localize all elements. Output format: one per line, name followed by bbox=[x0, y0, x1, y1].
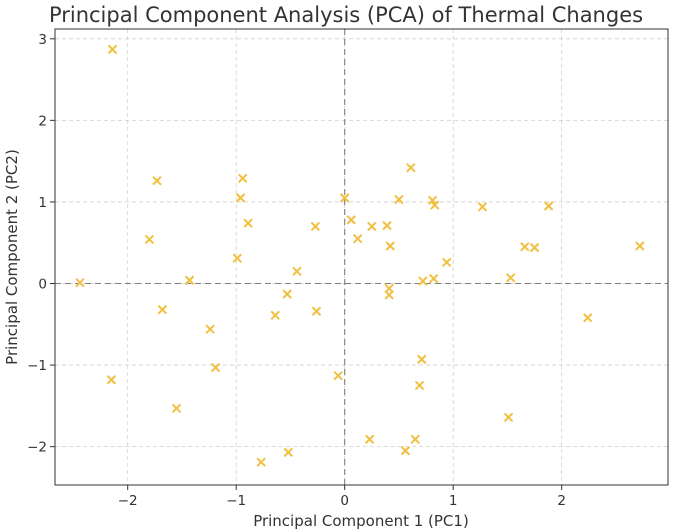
data-point-marker bbox=[441, 257, 452, 268]
y-tick-label: −1 bbox=[27, 358, 47, 374]
data-point-marker bbox=[333, 370, 343, 381]
data-point-marker bbox=[635, 241, 645, 251]
data-point-marker bbox=[418, 276, 428, 286]
data-point-marker bbox=[184, 275, 195, 285]
axis-ticks: −2 −1 0 1 2 −2 −1 0 1 2 3 bbox=[27, 32, 566, 509]
data-point-marker bbox=[144, 234, 155, 245]
plot-area-frame bbox=[54, 28, 669, 486]
data-point-marker bbox=[410, 434, 420, 445]
data-point-marker bbox=[232, 253, 242, 263]
data-point-marker bbox=[106, 375, 117, 385]
data-point-marker bbox=[235, 193, 246, 203]
data-point-marker bbox=[543, 201, 554, 211]
zero-lines bbox=[55, 29, 668, 485]
data-point-marker bbox=[311, 306, 322, 316]
data-point-marker bbox=[157, 304, 168, 315]
data-point-marker bbox=[352, 233, 363, 244]
data-point-marker bbox=[205, 324, 215, 334]
data-point-marker bbox=[237, 173, 248, 183]
data-point-marker bbox=[505, 273, 516, 283]
data-point-marker bbox=[583, 313, 593, 323]
data-point-marker bbox=[346, 215, 356, 225]
data-point-marker bbox=[384, 290, 394, 300]
x-tick-label: −2 bbox=[118, 493, 138, 509]
data-point-marker bbox=[364, 434, 375, 445]
data-point-marker bbox=[367, 221, 377, 232]
data-point-marker bbox=[385, 241, 395, 251]
chart-title: Principal Component Analysis (PCA) of Th… bbox=[49, 3, 643, 27]
data-point-marker bbox=[310, 221, 321, 232]
data-point-marker bbox=[210, 362, 221, 373]
grid bbox=[55, 29, 668, 485]
data-point-marker bbox=[339, 193, 350, 203]
data-point-marker bbox=[382, 220, 392, 231]
data-point-marker bbox=[394, 194, 404, 205]
data-point-marker bbox=[427, 195, 438, 206]
data-point-marker bbox=[400, 446, 411, 456]
y-axis-label: Principal Component 2 (PC2) bbox=[3, 149, 21, 365]
y-tick-label: 1 bbox=[38, 195, 47, 211]
data-point-marker bbox=[503, 412, 514, 423]
data-point-marker bbox=[243, 218, 253, 228]
data-point-marker bbox=[520, 242, 530, 252]
data-point-marker bbox=[283, 447, 293, 458]
x-tick-label: 2 bbox=[557, 493, 566, 509]
data-point-marker bbox=[477, 202, 488, 212]
x-tick-label: 0 bbox=[340, 493, 349, 509]
data-point-marker bbox=[292, 266, 302, 276]
data-point-marker bbox=[107, 44, 118, 55]
data-point-marker bbox=[430, 200, 440, 210]
data-point-marker bbox=[75, 277, 85, 288]
y-tick-label: 0 bbox=[38, 277, 47, 293]
data-point-marker bbox=[270, 310, 280, 321]
data-point-marker bbox=[256, 457, 266, 467]
y-tick-label: 2 bbox=[38, 113, 47, 129]
x-axis-label: Principal Component 1 (PC1) bbox=[253, 512, 469, 530]
data-point-marker bbox=[417, 354, 427, 365]
x-tick-label: 1 bbox=[449, 493, 458, 509]
data-point-marker bbox=[529, 242, 540, 253]
data-point-marker bbox=[428, 273, 439, 284]
data-point-marker bbox=[414, 380, 425, 391]
data-points bbox=[75, 44, 645, 467]
x-tick-label: −1 bbox=[226, 493, 246, 509]
y-tick-label: 3 bbox=[38, 32, 47, 48]
data-point-marker bbox=[282, 289, 292, 299]
data-point-marker bbox=[152, 176, 162, 186]
data-point-marker bbox=[406, 162, 416, 173]
y-tick-label: −2 bbox=[27, 440, 47, 456]
data-point-marker bbox=[171, 403, 182, 414]
